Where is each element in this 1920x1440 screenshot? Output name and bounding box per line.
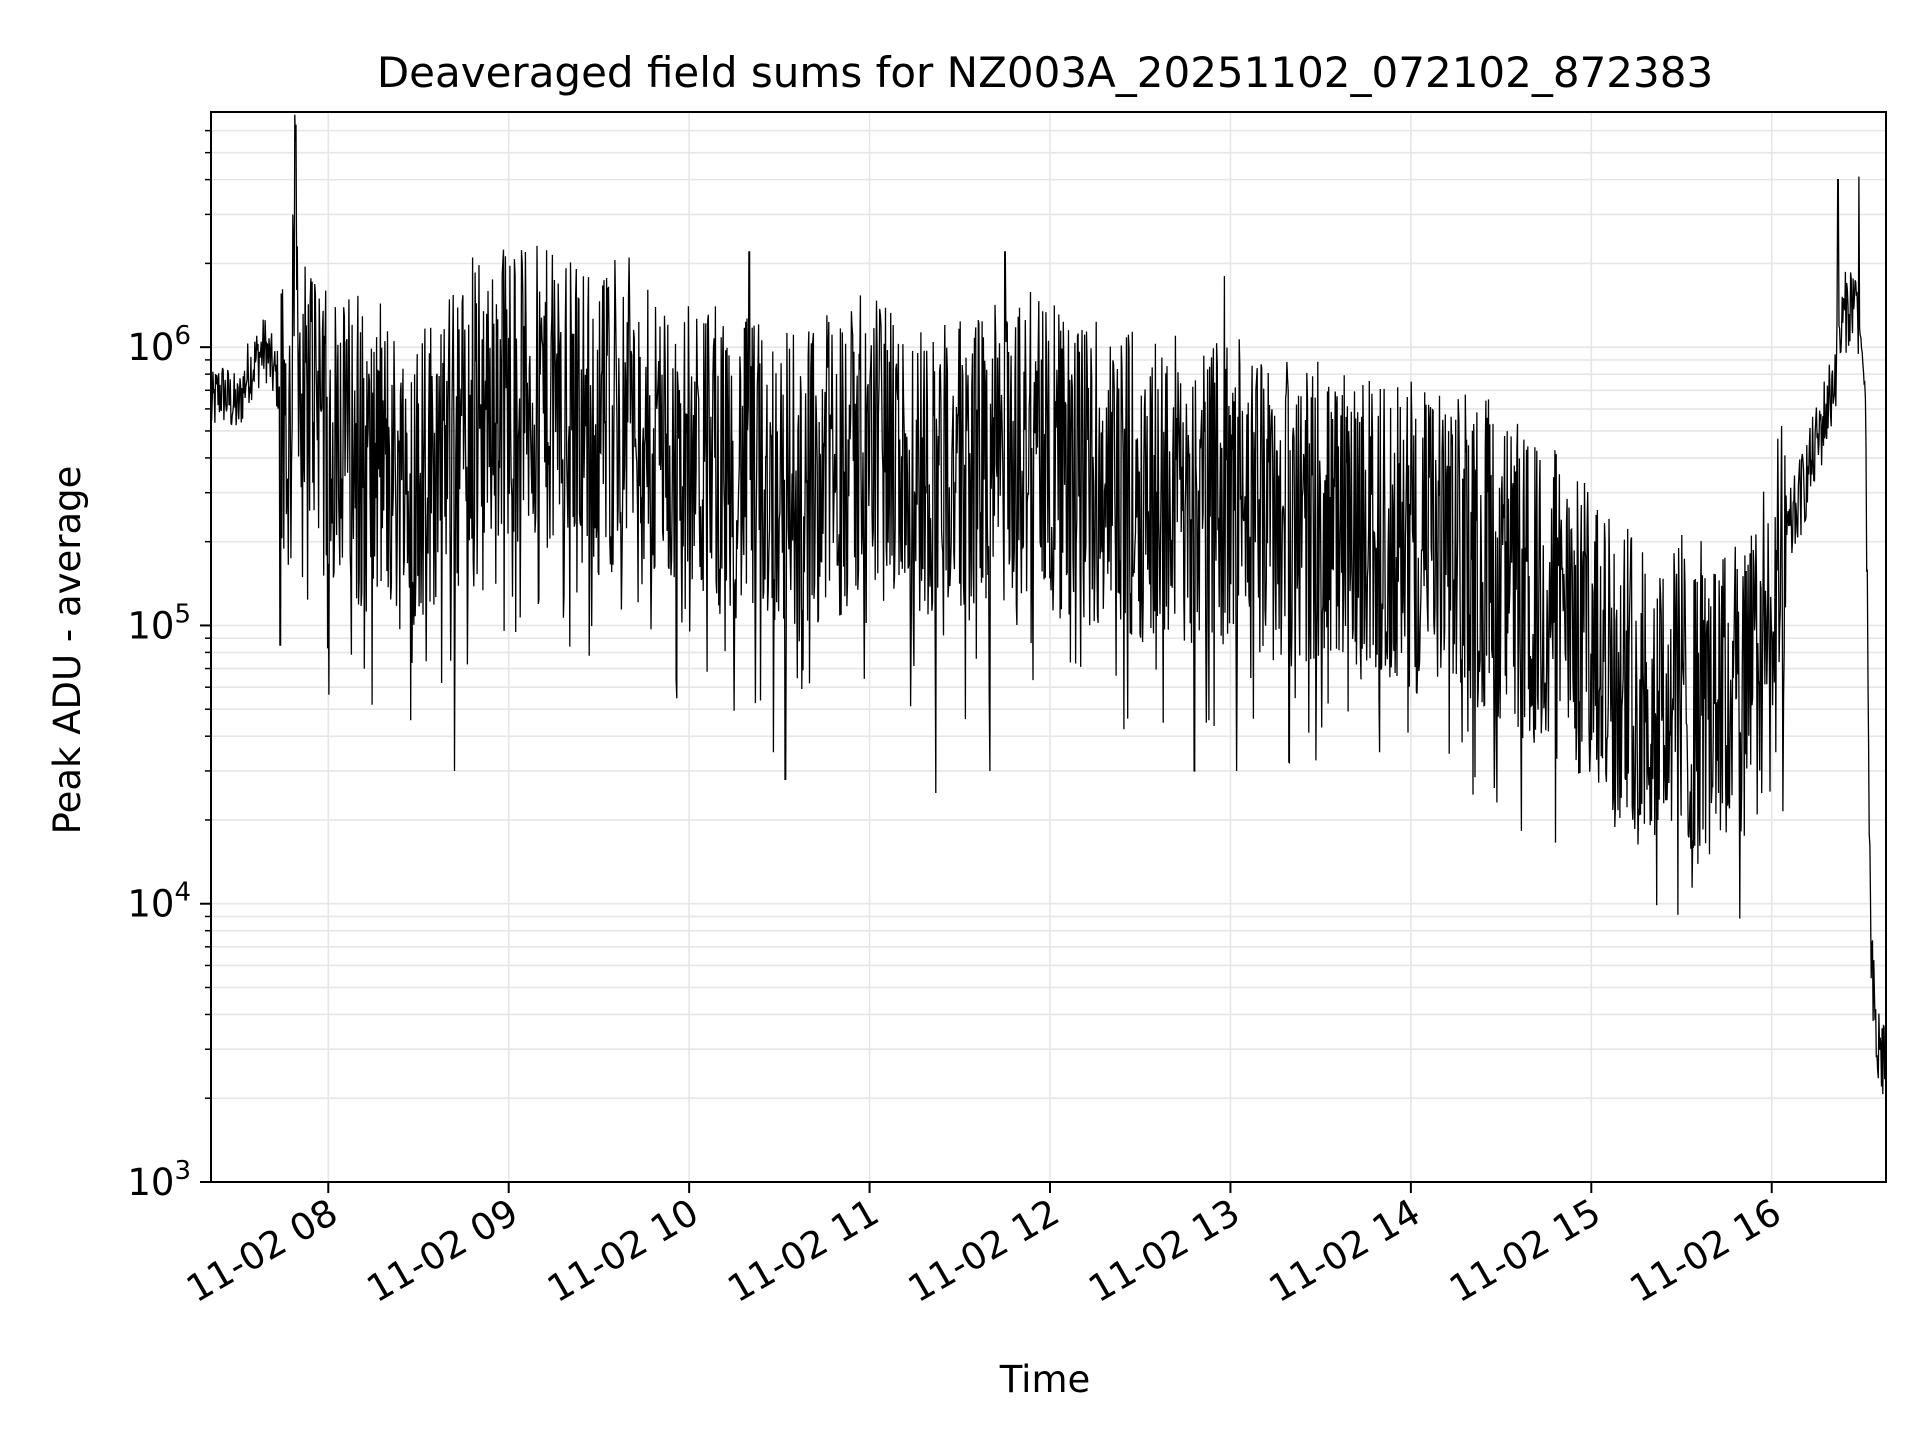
y-tick-label-exponent: 4 (174, 878, 191, 908)
y-tick-label-base: 10 (127, 883, 174, 926)
y-tick-label-exponent: 6 (174, 321, 191, 351)
chart-title: Deaveraged field sums for NZ003A_2025110… (377, 48, 1713, 97)
plot-frame (210, 111, 1887, 1183)
y-tick-label-exponent: 5 (174, 599, 191, 629)
y-tick-label: 105 (127, 599, 191, 647)
y-tick-label: 103 (127, 1156, 191, 1204)
y-tick-label-base: 10 (127, 604, 174, 647)
series-line (210, 114, 1887, 1095)
y-tick-label-exponent: 3 (174, 1156, 191, 1186)
y-tick-label: 106 (127, 321, 191, 369)
series-layer (210, 114, 1887, 1095)
y-axis-label: Peak ADU - average (46, 466, 89, 835)
x-axis-label: Time (999, 1358, 1091, 1401)
y-tick-label-base: 10 (127, 326, 174, 369)
y-tick-label: 104 (127, 878, 191, 926)
y-tick-label-base: 10 (127, 1161, 174, 1204)
